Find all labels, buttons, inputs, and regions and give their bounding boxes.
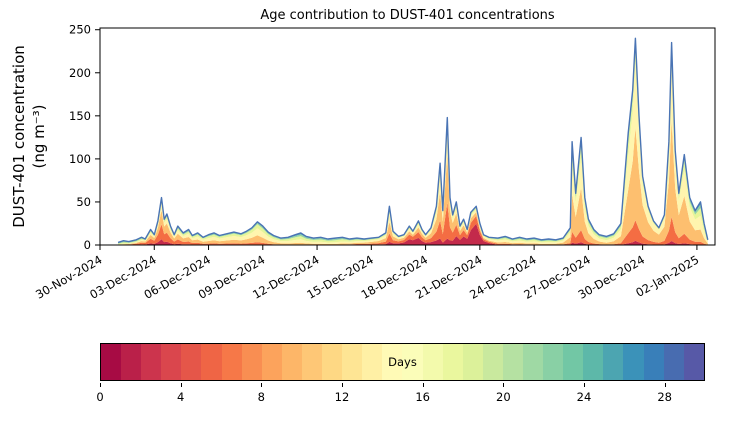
- colorbar-cell: [382, 344, 403, 380]
- y-tick-label: 0: [84, 238, 91, 252]
- colorbar-tick-label: 28: [657, 390, 672, 404]
- colorbar-cell: [663, 344, 684, 380]
- y-tick-label: 100: [69, 152, 91, 166]
- colorbar-cell: [643, 344, 664, 380]
- colorbar-cell: [161, 344, 182, 380]
- colorbar-cell: [502, 344, 523, 380]
- y-tick-label: 50: [76, 195, 91, 209]
- age-band-area: [118, 202, 708, 245]
- y-tick-label: 250: [69, 23, 91, 37]
- colorbar-tick-mark: [100, 383, 101, 387]
- colorbar-cell: [462, 344, 483, 380]
- chart-title: Age contribution to DUST-401 concentrati…: [260, 8, 555, 23]
- age-band-area: [118, 42, 708, 244]
- colorbar-cell: [603, 344, 624, 380]
- colorbar-cell: [442, 344, 463, 380]
- colorbar-tick-mark: [584, 383, 585, 387]
- colorbar-tick-mark: [342, 383, 343, 387]
- age-band-area: [118, 119, 708, 245]
- age-band-area: [118, 46, 708, 245]
- colorbar-cell: [342, 344, 363, 380]
- colorbar-cell: [623, 344, 644, 380]
- colorbar-tick-label: 12: [334, 390, 350, 404]
- stacked-area-plot: 05010015020025030-Nov-202403-Dec-202406-…: [33, 23, 716, 302]
- colorbar-tick-mark: [261, 383, 263, 387]
- colorbar-cell: [221, 344, 242, 380]
- colorbar-cell: [121, 344, 142, 380]
- age-band-area: [118, 61, 708, 245]
- colorbar-cell: [201, 344, 222, 380]
- y-tick-label: 150: [69, 109, 91, 123]
- colorbar-tick-label: 0: [96, 390, 104, 404]
- colorbar-cell: [563, 344, 584, 380]
- axes-frame: [99, 27, 716, 246]
- colorbar-cell: [281, 344, 302, 380]
- colorbar-tick-label: 8: [257, 390, 265, 404]
- colorbar: Days: [100, 343, 705, 381]
- colorbar-cell: [101, 344, 122, 380]
- colorbar-tick-label: 20: [496, 390, 511, 404]
- colorbar-cell: [322, 344, 343, 380]
- colorbar-cell: [522, 344, 544, 380]
- colorbar-cell: [141, 344, 162, 380]
- colorbar-cell: [301, 344, 323, 380]
- colorbar-cell: [482, 344, 503, 380]
- colorbar-ticks: 0 4 8 12 16 20 24 28: [96, 382, 705, 416]
- colorbar-cell: [362, 344, 383, 380]
- colorbar-tick-mark: [180, 383, 182, 387]
- colorbar-cell: [261, 344, 282, 380]
- colorbar-tick-label: 4: [176, 390, 185, 404]
- colorbar-tick-mark: [503, 383, 505, 387]
- colorbar-tick-label: 24: [576, 390, 592, 404]
- y-tick-label: 200: [69, 66, 91, 80]
- colorbar-tick-mark: [422, 383, 424, 387]
- colorbar-cell: [422, 344, 443, 380]
- colorbar-cell: [583, 344, 604, 380]
- total-line: [117, 37, 709, 244]
- age-band-area: [118, 38, 708, 243]
- colorbar-gradient: [101, 344, 704, 380]
- colorbar-cell: [543, 344, 564, 380]
- colorbar-cell: [181, 344, 202, 380]
- colorbar-tick-mark: [664, 383, 666, 387]
- colorbar-cell: [241, 344, 262, 380]
- colorbar-cell: [402, 344, 423, 380]
- colorbar-cell: [683, 344, 704, 380]
- age-band-area: [118, 223, 708, 245]
- colorbar-tick-label: 16: [415, 390, 430, 404]
